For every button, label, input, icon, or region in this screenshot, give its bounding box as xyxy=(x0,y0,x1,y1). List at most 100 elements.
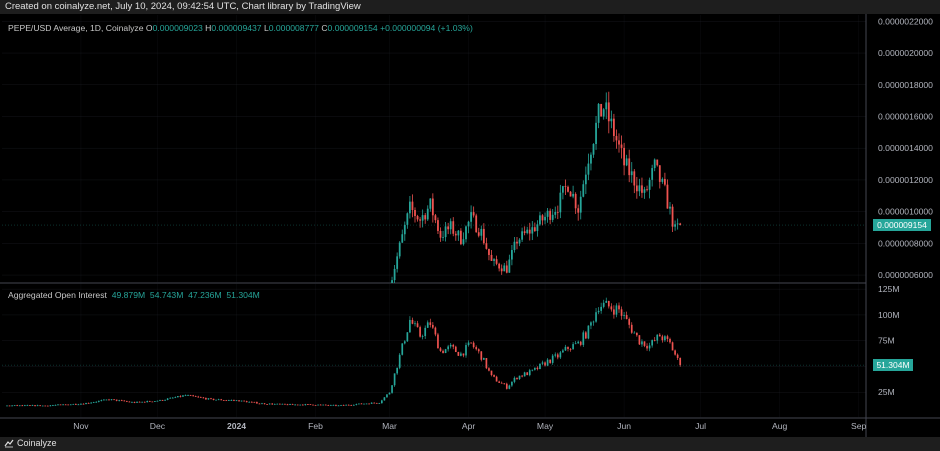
oi-candle-body xyxy=(77,404,80,406)
price-candle-body xyxy=(416,216,419,220)
oi-candle-body xyxy=(248,401,251,403)
oi-candle-body xyxy=(207,398,210,400)
time-axis-label: Jul xyxy=(695,421,706,431)
oi-candle-body xyxy=(184,395,187,397)
price-candle-body xyxy=(528,229,531,234)
oi-candle-body xyxy=(432,324,434,328)
oi-candle-body xyxy=(674,350,676,355)
price-candle-body xyxy=(572,193,574,197)
oi-candle-body xyxy=(503,383,506,385)
price-candle-body xyxy=(490,254,493,261)
price-candle-body xyxy=(541,215,544,221)
time-axis-label: Mar xyxy=(382,421,397,431)
oi-candle-body xyxy=(268,403,271,405)
price-candle-body xyxy=(666,184,669,209)
time-axis-label: Feb xyxy=(308,421,323,431)
close-value: 0.000009154 xyxy=(327,23,378,33)
price-candle-body xyxy=(549,210,552,220)
oi-candle-body xyxy=(220,399,223,401)
oi-candle-body xyxy=(531,369,534,371)
open-value: 0.000009023 xyxy=(152,23,203,33)
oi-candle-body xyxy=(383,397,386,401)
oi-candle-body xyxy=(633,332,636,334)
price-candle-body xyxy=(470,212,472,222)
price-candle-body xyxy=(409,201,411,214)
oi-candle-body xyxy=(567,346,569,349)
price-candle-body xyxy=(628,158,631,176)
last-price-tag: 0.000009154 xyxy=(873,219,931,232)
oi-candle-body xyxy=(169,397,172,399)
oi-candle-body xyxy=(192,395,194,397)
price-candle-body xyxy=(577,208,580,213)
oi-candle-body xyxy=(284,403,286,405)
oi-candle-body xyxy=(294,404,296,406)
price-candle-body xyxy=(638,185,641,192)
oi-candle-body xyxy=(345,404,347,406)
oi-candle-body xyxy=(240,400,243,402)
oi-candle-body xyxy=(595,312,597,322)
oi-candle-body xyxy=(279,403,281,405)
oi-candle-body xyxy=(373,402,376,404)
oi-candle-body xyxy=(29,405,31,407)
oi-candle-body xyxy=(62,404,64,406)
price-candle-body xyxy=(406,213,409,225)
oi-candle-body xyxy=(299,404,302,406)
oi-candle-body xyxy=(421,336,424,337)
coinalyze-logo-icon xyxy=(4,439,14,448)
oi-candle-body xyxy=(358,403,360,405)
price-candle-body xyxy=(426,208,429,220)
oi-candle-body xyxy=(276,403,279,405)
oi-candle-body xyxy=(143,401,146,403)
oi-candle-body xyxy=(82,403,85,405)
top-bar: Created on coinalyze.net, July 10, 2024,… xyxy=(0,0,940,14)
oi-candle-body xyxy=(641,341,643,345)
oi-candle-body xyxy=(59,404,62,406)
last-oi-tag: 51.304M xyxy=(873,359,913,372)
oi-candle-body xyxy=(16,405,19,407)
oi-candle-body xyxy=(238,400,240,402)
oi-candle-body xyxy=(636,332,638,336)
price-candle-body xyxy=(495,259,498,264)
oi-candle-body xyxy=(401,343,404,355)
oi-candle-body xyxy=(460,353,462,356)
oi-candle-body xyxy=(516,377,518,379)
oi-candle-body xyxy=(273,403,276,405)
oi-candle-body xyxy=(546,359,549,366)
oi-candle-body xyxy=(97,400,100,402)
price-candle-body xyxy=(539,215,541,225)
oi-candle-body xyxy=(136,401,138,403)
price-candle-body xyxy=(452,221,455,234)
oi-candle-body xyxy=(80,403,82,405)
oi-candle-body xyxy=(217,399,220,401)
oi-candle-body xyxy=(360,403,363,405)
oi-candle-body xyxy=(296,404,299,406)
oi-candle-body xyxy=(49,405,52,407)
oi-candle-body xyxy=(189,395,192,396)
oi-candle-body xyxy=(572,344,574,350)
oi-candle-body xyxy=(419,327,421,337)
oi-candle-body xyxy=(128,401,131,403)
oi-candle-body xyxy=(281,403,284,405)
price-candle-body xyxy=(564,186,567,187)
oi-candle-body xyxy=(271,403,274,405)
oi-candle-body xyxy=(95,401,98,403)
price-candle-body xyxy=(674,224,676,227)
oi-candle-body xyxy=(651,340,653,346)
oi-candle-body xyxy=(133,401,136,403)
oi-candle-body xyxy=(495,376,498,382)
oi-candle-body xyxy=(31,405,34,406)
oi-candle-body xyxy=(406,332,409,342)
price-candle-body xyxy=(592,144,595,155)
brand[interactable]: Coinalyze xyxy=(4,438,57,448)
oi-candle-body xyxy=(24,405,26,407)
price-candle-body xyxy=(630,171,633,176)
oi-axis-tick-label: 100M xyxy=(878,310,900,320)
oi-candle-body xyxy=(528,370,531,376)
oi-candle-body xyxy=(289,404,291,405)
oi-candle-body xyxy=(511,381,513,386)
price-candle-body xyxy=(664,178,666,185)
oi-candle-body xyxy=(518,375,521,379)
oi-candle-body xyxy=(87,402,90,404)
oi-candle-body xyxy=(72,403,75,405)
